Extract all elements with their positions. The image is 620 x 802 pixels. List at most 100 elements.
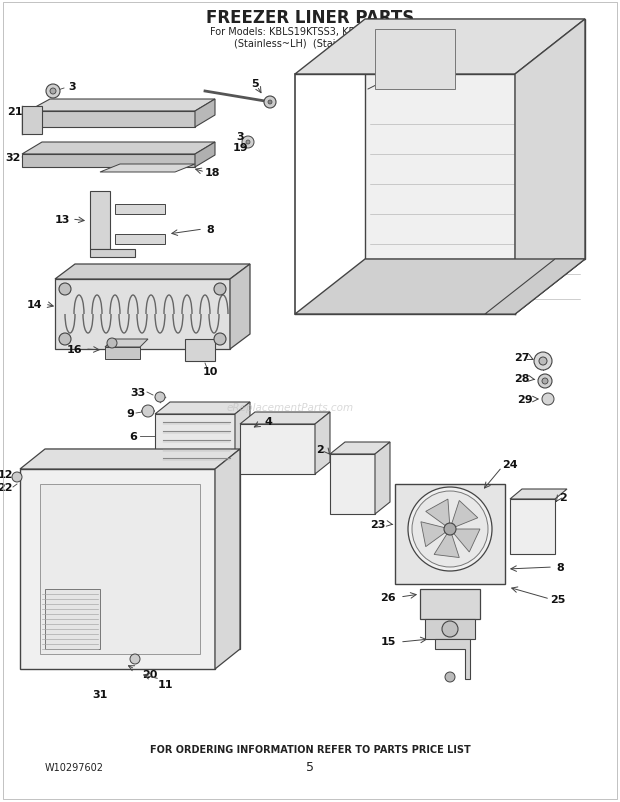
Text: FOR ORDERING INFORMATION REFER TO PARTS PRICE LIST: FOR ORDERING INFORMATION REFER TO PARTS … [149, 744, 471, 754]
Polygon shape [115, 205, 165, 215]
Text: 29: 29 [517, 395, 533, 404]
Polygon shape [90, 249, 135, 257]
Text: 14: 14 [27, 300, 43, 310]
Circle shape [107, 338, 117, 349]
Polygon shape [295, 20, 585, 75]
Polygon shape [453, 529, 480, 553]
Text: W10297602: W10297602 [45, 762, 104, 772]
Polygon shape [195, 143, 215, 168]
Text: 23: 23 [370, 520, 386, 529]
Circle shape [408, 488, 492, 571]
Polygon shape [435, 639, 470, 679]
Text: eReplacementParts.com: eReplacementParts.com [226, 403, 353, 412]
Polygon shape [315, 412, 330, 475]
Polygon shape [22, 107, 42, 135]
Polygon shape [240, 412, 330, 424]
Text: 24: 24 [502, 460, 518, 469]
Text: (Stainless~LH)  (Stainless~RH): (Stainless~LH) (Stainless~RH) [234, 38, 386, 48]
Circle shape [542, 379, 548, 384]
Polygon shape [420, 589, 480, 619]
Text: 25: 25 [551, 594, 565, 604]
Polygon shape [55, 280, 230, 350]
Polygon shape [105, 347, 140, 359]
Text: 13: 13 [55, 215, 69, 225]
Polygon shape [240, 424, 315, 475]
Circle shape [50, 89, 56, 95]
Polygon shape [185, 339, 215, 362]
Polygon shape [22, 143, 215, 155]
Polygon shape [100, 164, 195, 172]
Polygon shape [515, 20, 585, 314]
Text: 12: 12 [0, 469, 13, 480]
Polygon shape [115, 235, 165, 245]
Polygon shape [155, 415, 235, 469]
Polygon shape [395, 484, 505, 585]
Text: 11: 11 [157, 679, 173, 689]
Circle shape [442, 622, 458, 638]
Circle shape [538, 375, 552, 388]
Text: 2: 2 [559, 492, 567, 502]
Text: 8: 8 [206, 225, 214, 235]
Polygon shape [45, 589, 100, 649]
Text: 4: 4 [264, 416, 272, 427]
Polygon shape [365, 20, 585, 260]
Text: 9: 9 [126, 408, 134, 419]
Circle shape [534, 353, 552, 371]
Text: FREEZER LINER PARTS: FREEZER LINER PARTS [206, 9, 414, 27]
Circle shape [539, 358, 547, 366]
Polygon shape [330, 455, 375, 514]
Polygon shape [215, 449, 240, 669]
Polygon shape [90, 192, 110, 249]
Polygon shape [485, 260, 585, 314]
Text: 33: 33 [130, 387, 146, 398]
Circle shape [59, 334, 71, 346]
Circle shape [246, 141, 250, 145]
Polygon shape [40, 484, 200, 654]
Polygon shape [426, 500, 450, 526]
Circle shape [444, 524, 456, 535]
Polygon shape [510, 500, 555, 554]
Text: 2: 2 [316, 444, 324, 455]
Polygon shape [434, 533, 459, 558]
Polygon shape [421, 522, 446, 547]
Text: 32: 32 [6, 153, 20, 163]
Circle shape [242, 137, 254, 149]
Circle shape [46, 85, 60, 99]
Polygon shape [28, 100, 215, 111]
Text: 3: 3 [68, 82, 76, 92]
Text: 18: 18 [204, 168, 219, 178]
Polygon shape [510, 489, 567, 500]
Circle shape [542, 394, 554, 406]
Circle shape [214, 284, 226, 296]
Text: 5: 5 [306, 760, 314, 774]
Circle shape [12, 472, 22, 482]
Polygon shape [230, 265, 250, 350]
Polygon shape [45, 449, 240, 649]
Polygon shape [195, 100, 215, 128]
Circle shape [59, 284, 71, 296]
Circle shape [268, 101, 272, 105]
Text: For Models: KBLS19KTSS3, KBRS19KTSS3: For Models: KBLS19KTSS3, KBRS19KTSS3 [210, 27, 410, 37]
Text: 20: 20 [143, 669, 157, 679]
Polygon shape [375, 30, 455, 90]
Text: 21: 21 [7, 107, 23, 117]
Text: 8: 8 [556, 562, 564, 573]
Text: 26: 26 [380, 592, 396, 602]
Text: 10: 10 [202, 367, 218, 376]
Circle shape [142, 406, 154, 418]
Polygon shape [425, 619, 475, 639]
Text: 28: 28 [514, 374, 529, 383]
Polygon shape [105, 339, 148, 347]
Polygon shape [375, 443, 390, 514]
Text: 27: 27 [514, 353, 529, 363]
Polygon shape [451, 500, 478, 528]
Polygon shape [22, 155, 195, 168]
Circle shape [445, 672, 455, 683]
Polygon shape [28, 111, 195, 128]
Polygon shape [235, 403, 250, 469]
Circle shape [155, 392, 165, 403]
Circle shape [214, 334, 226, 346]
Polygon shape [20, 449, 240, 469]
Polygon shape [155, 403, 250, 415]
Text: 6: 6 [129, 431, 137, 441]
